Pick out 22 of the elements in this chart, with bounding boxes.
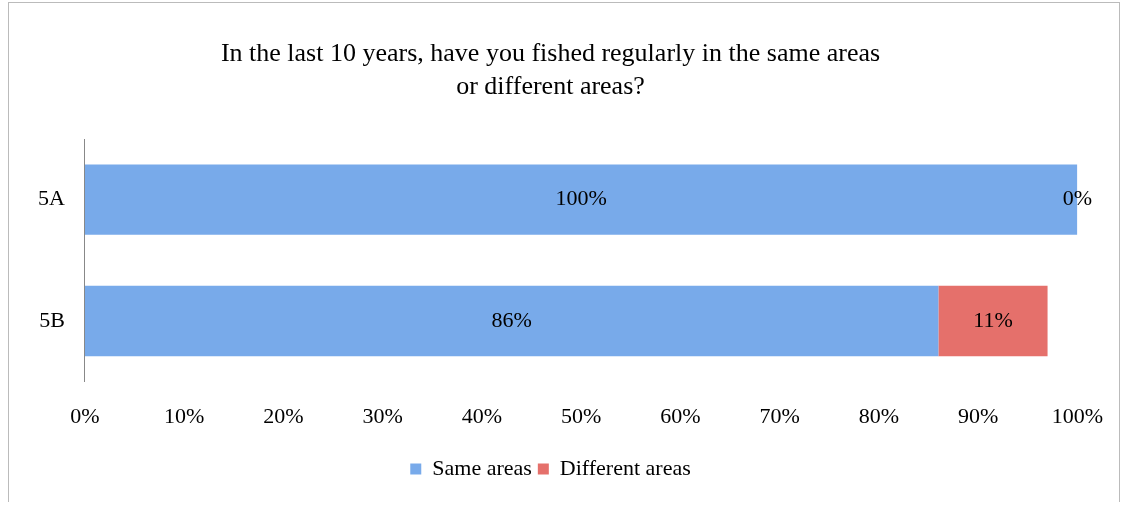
chart-title: In the last 10 years, have you fished regularly in the same areas or different areas? — [220, 38, 881, 100]
y-tick-label: 5A — [38, 185, 65, 211]
x-tick-label: 70% — [759, 402, 800, 428]
x-tick-label: 60% — [660, 402, 701, 428]
data-label: 0% — [1062, 185, 1092, 211]
x-tick-label: 40% — [461, 402, 503, 428]
data-label: 100% — [555, 185, 607, 211]
bar — [938, 285, 1048, 357]
bar — [84, 285, 939, 357]
y-tick-label: 5B — [39, 306, 65, 332]
legend-label: Different areas — [559, 454, 691, 480]
x-tick-label: 100% — [1051, 402, 1103, 428]
data-label: 86% — [491, 306, 532, 332]
x-tick-label: 50% — [560, 402, 602, 428]
x-tick-label: 90% — [957, 402, 999, 428]
x-tick-label: 20% — [263, 402, 304, 428]
x-tick-label: 80% — [858, 402, 900, 428]
x-tick-label: 10% — [163, 402, 205, 428]
legend-label: Same areas — [432, 454, 532, 480]
data-label: 11% — [973, 306, 1013, 332]
x-tick-label: 0% — [70, 402, 100, 428]
x-tick-label: 30% — [362, 402, 403, 428]
